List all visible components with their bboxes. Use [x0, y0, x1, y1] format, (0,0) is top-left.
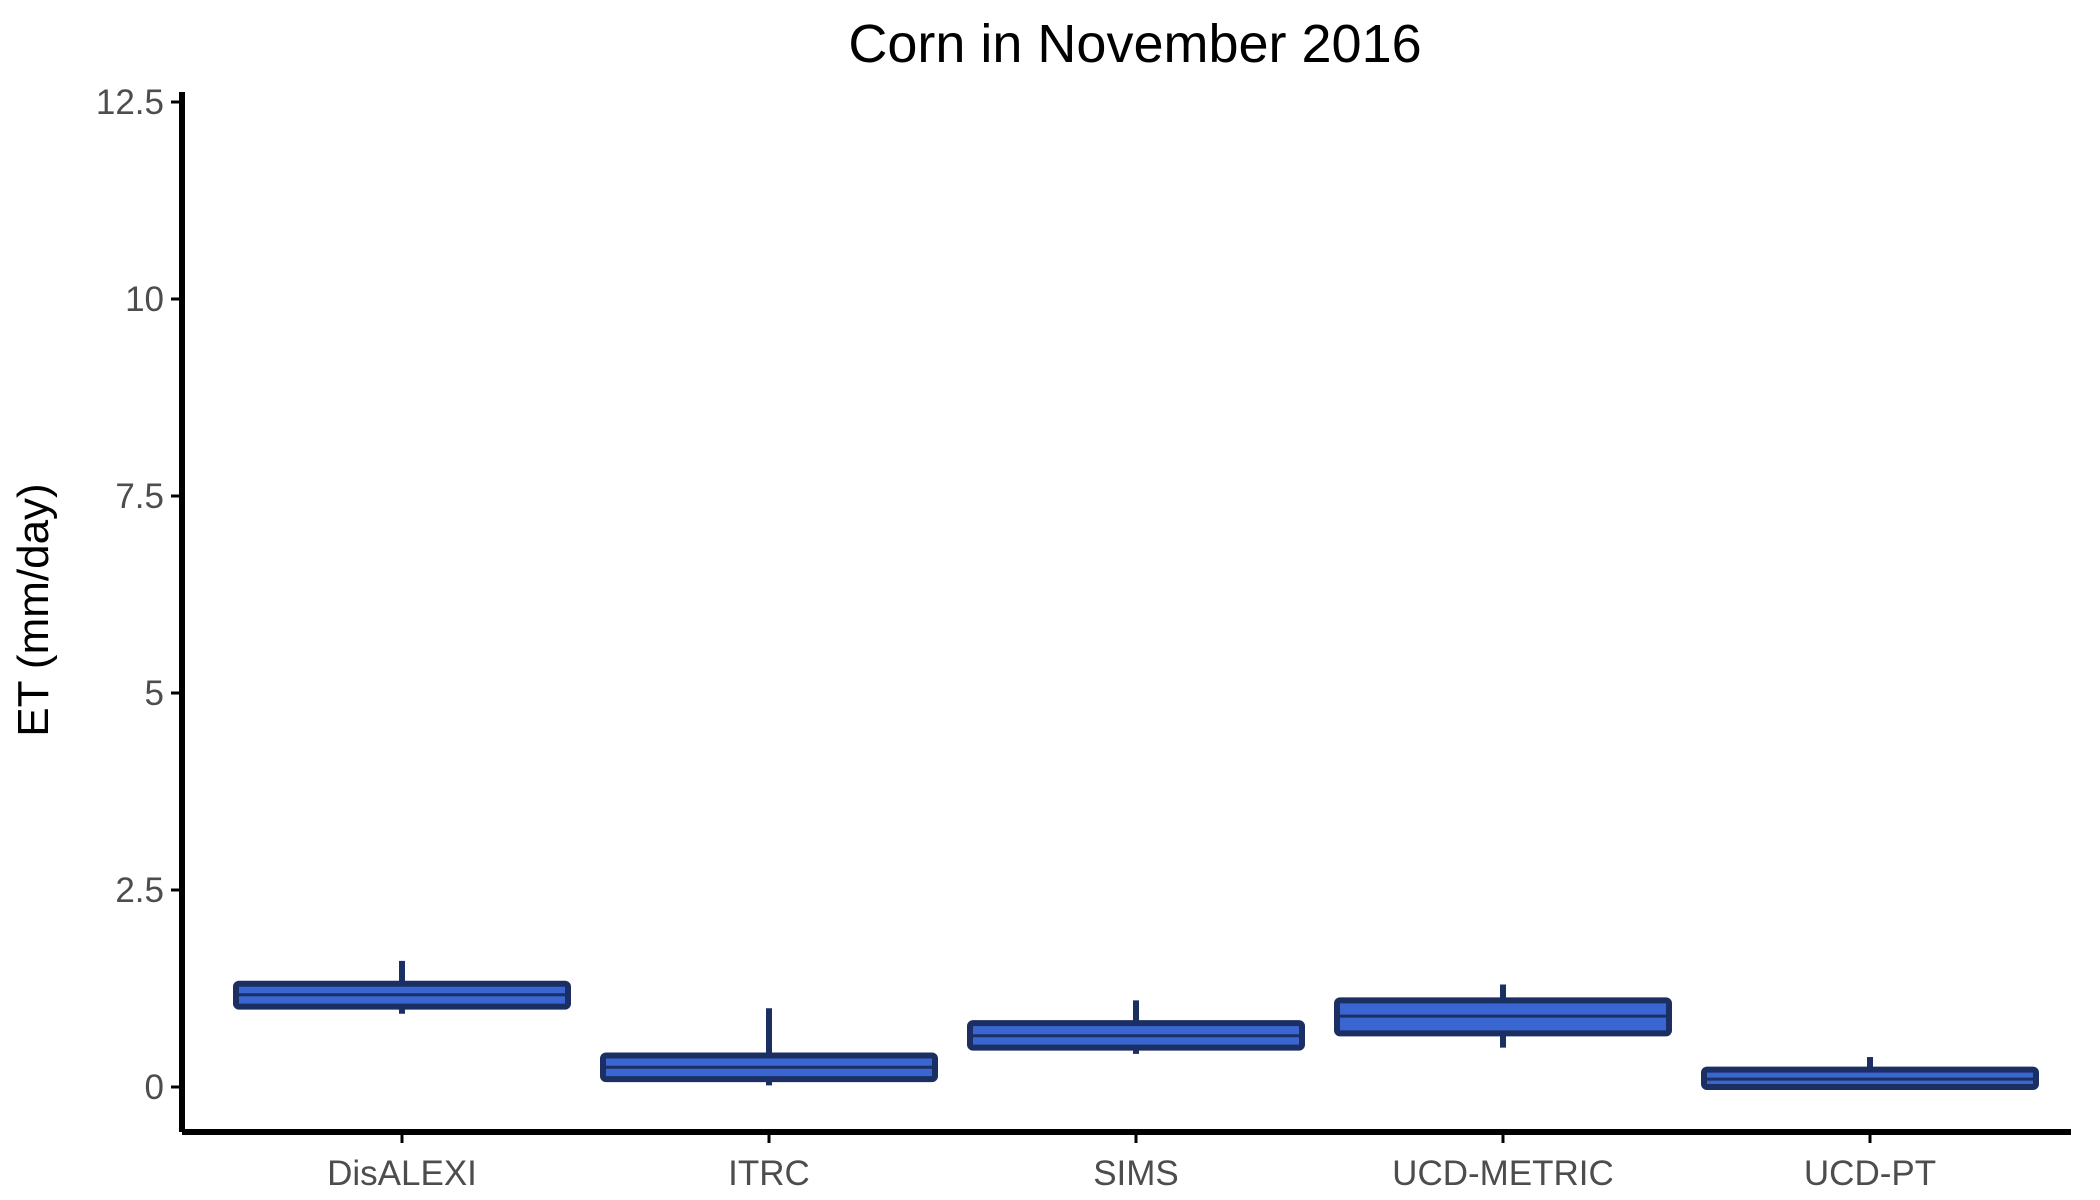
y-tick-label: 7.5: [115, 477, 164, 516]
y-tick-label: 2.5: [115, 871, 164, 910]
x-ticks: DisALEXI ITRC SIMS UCD-METRIC UCD-PT: [327, 1132, 1936, 1193]
y-axis-title: ET (mm/day): [9, 483, 58, 736]
x-tick-label: SIMS: [1093, 1154, 1179, 1193]
x-tick-label: ITRC: [728, 1154, 810, 1193]
box-group: [233, 960, 571, 1014]
y-tick-label: 12.5: [96, 83, 164, 122]
chart-title: Corn in November 2016: [848, 14, 1421, 74]
box-group: [967, 1000, 1305, 1054]
x-tick-label: UCD-PT: [1804, 1154, 1936, 1193]
y-tick-label: 5: [145, 674, 164, 713]
y-ticks: 0 2.5 5 7.5 10 12.5: [96, 83, 182, 1107]
boxes: [233, 960, 2039, 1090]
box-group: [1701, 1057, 2039, 1090]
y-tick-label: 0: [145, 1068, 164, 1107]
box-group: [600, 1008, 938, 1086]
x-tick-label: UCD-METRIC: [1392, 1154, 1614, 1193]
box-group: [1334, 984, 1672, 1048]
y-tick-label: 10: [125, 280, 164, 319]
x-tick-label: DisALEXI: [327, 1154, 477, 1193]
